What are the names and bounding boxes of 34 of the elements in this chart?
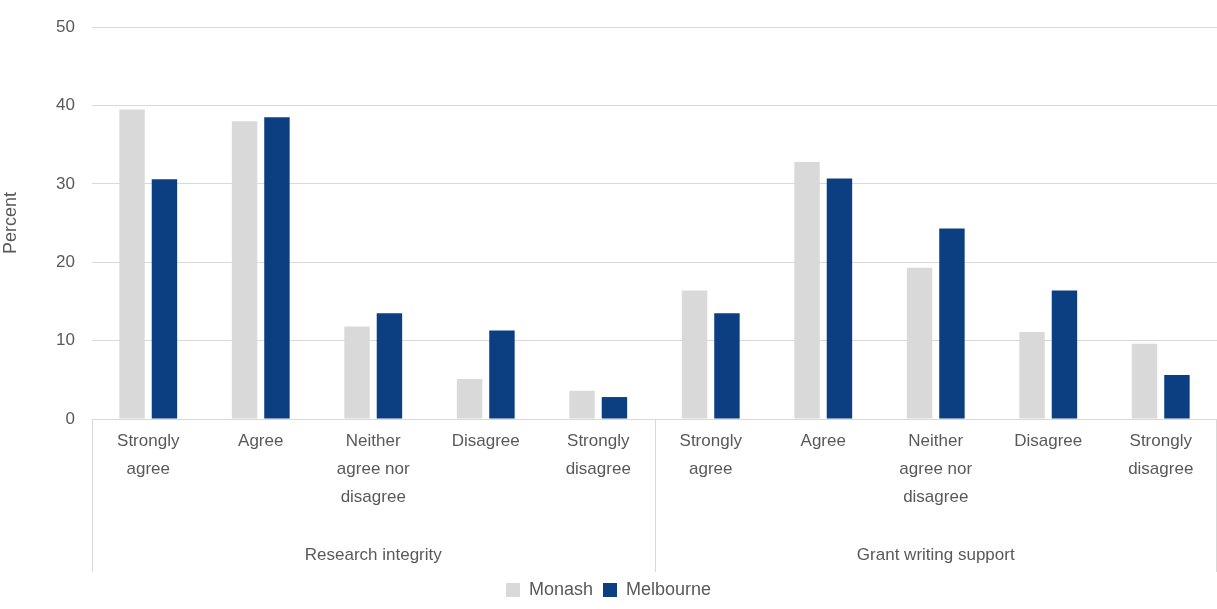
bar bbox=[1164, 375, 1190, 419]
bar bbox=[939, 228, 965, 419]
y-tick-label: 0 bbox=[65, 408, 75, 428]
legend-label: Melbourne bbox=[625, 578, 712, 599]
x-tick-label: Agree bbox=[800, 430, 846, 450]
x-tick-label: Strongly agree bbox=[117, 430, 180, 478]
bar bbox=[714, 313, 740, 419]
bar bbox=[264, 117, 290, 419]
bar bbox=[376, 313, 403, 419]
y-tick-label: 50 bbox=[56, 16, 75, 36]
x-tick-label: Neither agree nor disagree bbox=[336, 430, 410, 506]
legend-label: Monash bbox=[528, 578, 593, 599]
bar bbox=[569, 390, 595, 419]
bar bbox=[1131, 343, 1158, 419]
x-tick-label: Disagree bbox=[451, 430, 520, 450]
y-tick-label: 40 bbox=[56, 95, 75, 115]
text: Research integrity bbox=[304, 544, 443, 564]
bar bbox=[489, 330, 515, 419]
x-tick-label: Neither agree nor disagree bbox=[899, 430, 973, 506]
y-axis-title: Percent bbox=[0, 192, 20, 255]
bar bbox=[151, 179, 178, 419]
bar bbox=[826, 178, 853, 419]
x-tick-label: Strongly disagree bbox=[1128, 430, 1194, 478]
y-tick-label: 10 bbox=[56, 330, 75, 350]
bar bbox=[601, 397, 628, 419]
x-tick-label: Strongly disagree bbox=[565, 430, 631, 478]
x-tick-label: Disagree bbox=[1014, 430, 1083, 450]
text: Grant writing support bbox=[856, 544, 1015, 564]
x-tick-label: Agree bbox=[238, 430, 284, 450]
y-tick-label: 30 bbox=[56, 173, 75, 193]
x-tick-label: Strongly agree bbox=[679, 430, 743, 478]
y-tick-label: 20 bbox=[56, 251, 75, 271]
bar bbox=[1051, 290, 1078, 419]
bar bbox=[456, 379, 483, 419]
